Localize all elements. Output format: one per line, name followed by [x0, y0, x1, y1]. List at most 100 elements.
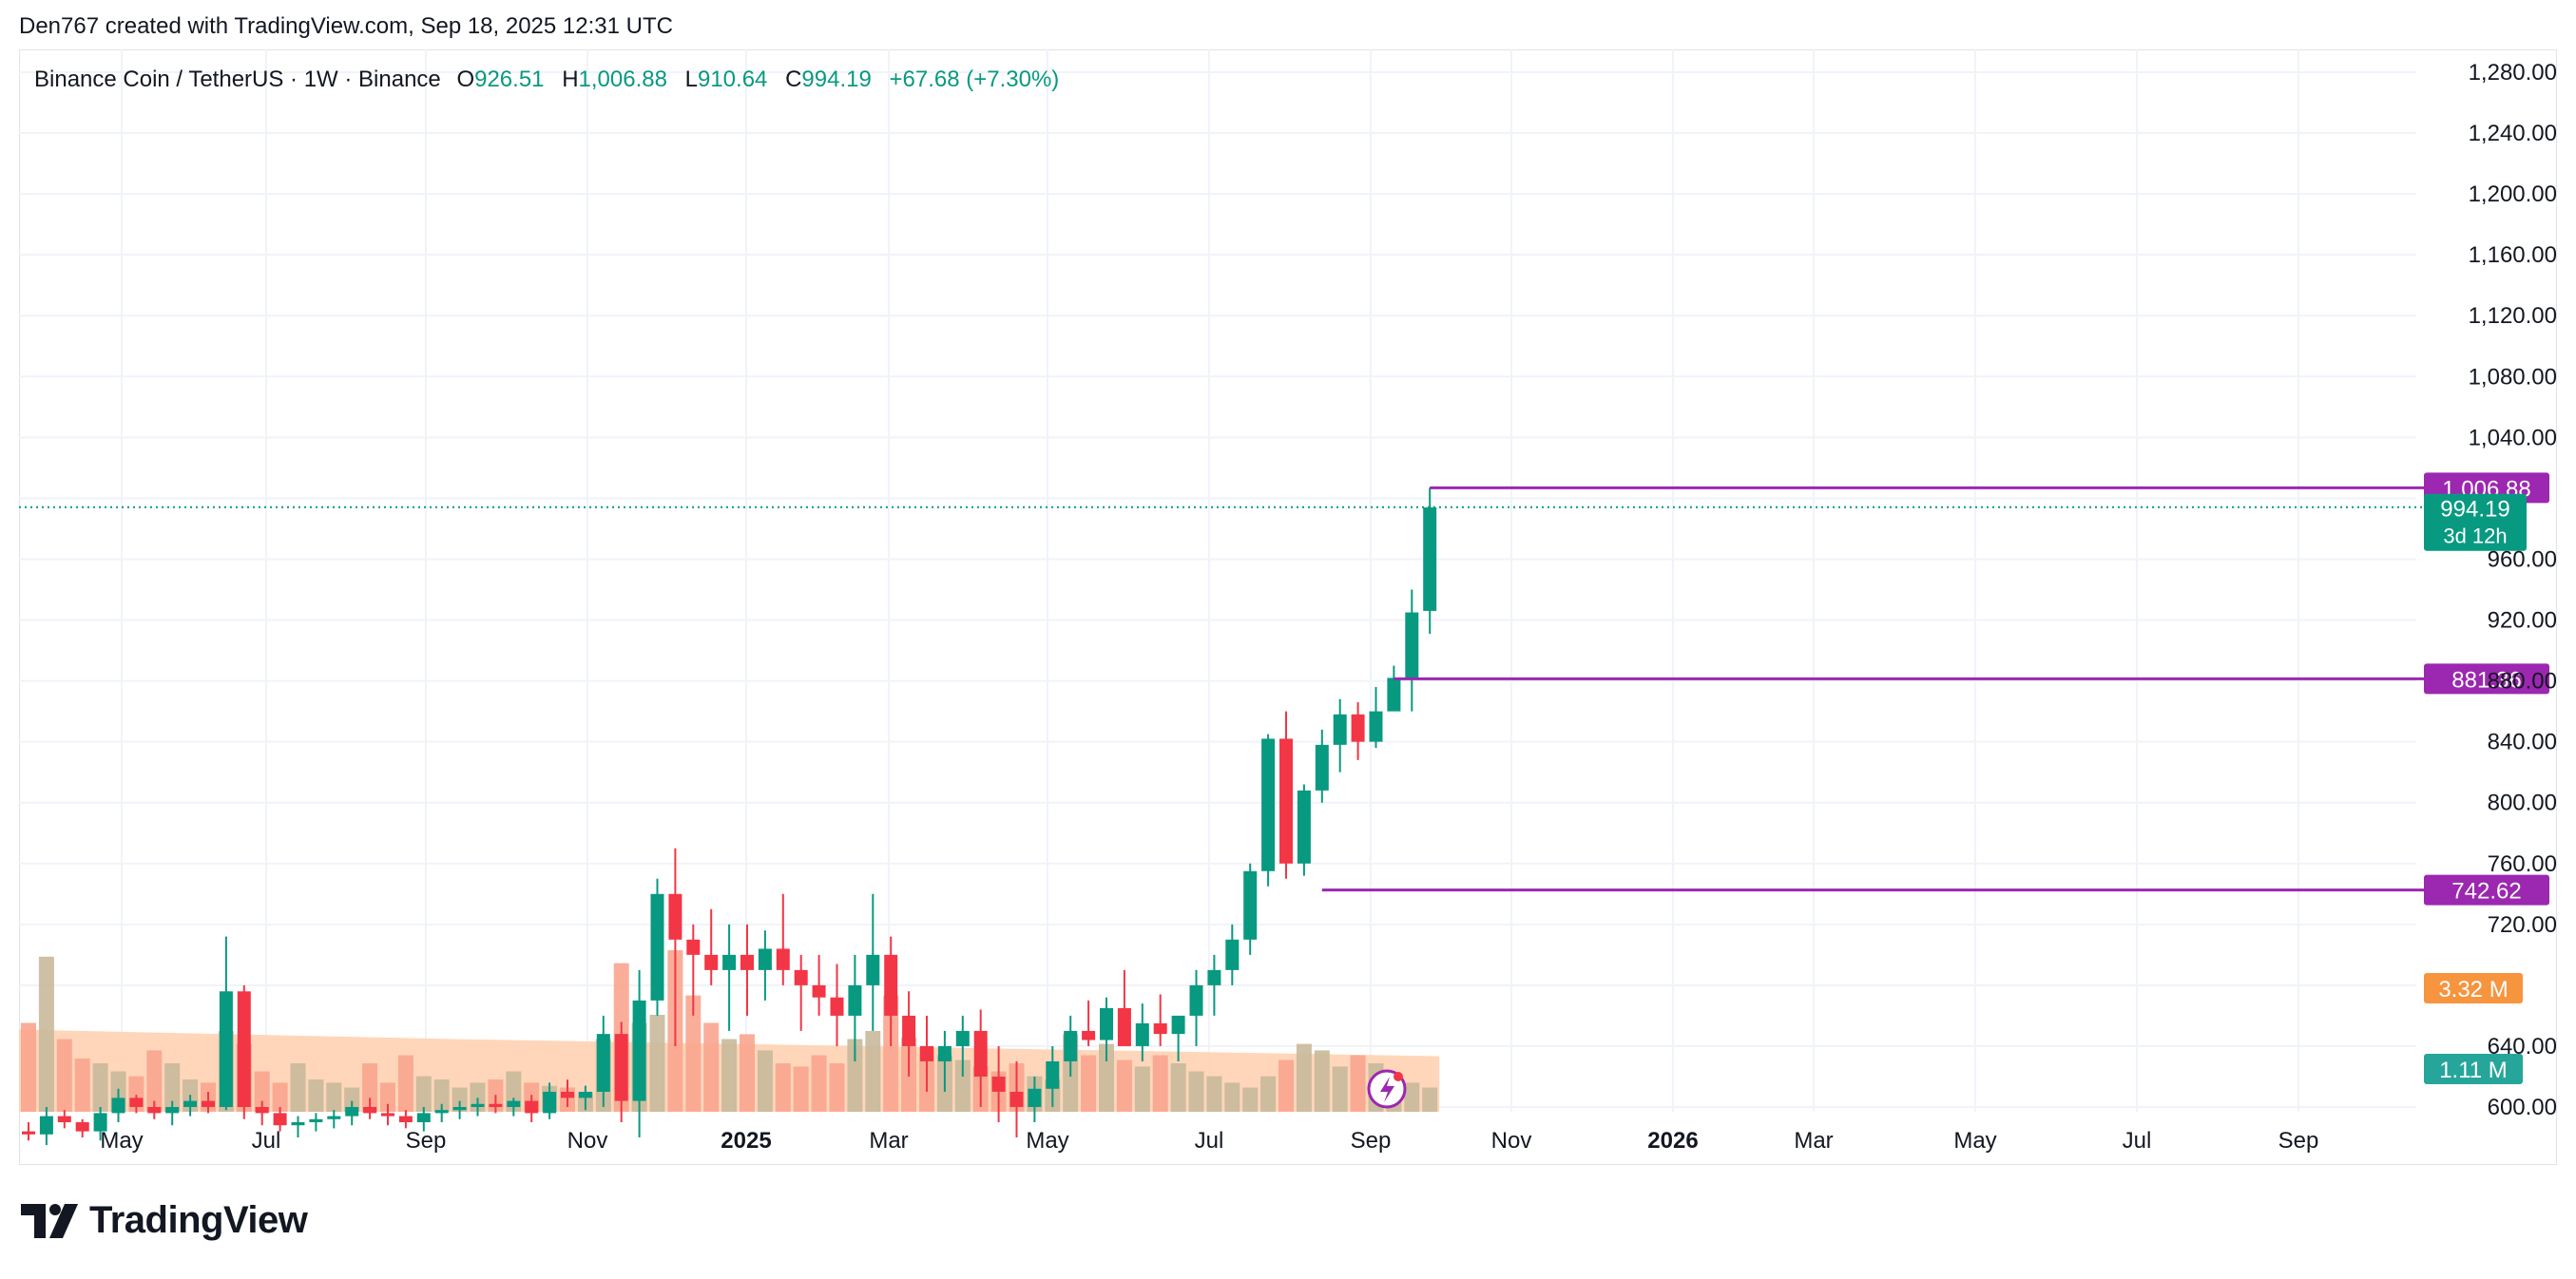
tradingview-logo[interactable]: TradingView: [21, 1199, 308, 1242]
candle-body[interactable]: [596, 1034, 610, 1092]
candle-body[interactable]: [1261, 738, 1276, 871]
candle-body[interactable]: [1028, 1088, 1042, 1107]
candle-body[interactable]: [471, 1103, 485, 1107]
x-axis-tick-label: Sep: [2278, 1128, 2319, 1154]
candle-body[interactable]: [1369, 711, 1383, 742]
candle-body[interactable]: [434, 1110, 449, 1114]
candle-body[interactable]: [327, 1116, 341, 1119]
candle-body[interactable]: [614, 1034, 628, 1101]
candle-body[interactable]: [830, 997, 844, 1016]
volume-bar: [380, 1082, 395, 1112]
candle-body[interactable]: [129, 1098, 144, 1107]
candle-body[interactable]: [1297, 790, 1311, 864]
volume-bar: [1206, 1076, 1222, 1112]
candle-body[interactable]: [1279, 738, 1293, 864]
candle-body[interactable]: [219, 991, 233, 1107]
y-axis-tick-label: 1,240.00: [2469, 121, 2557, 146]
candle-body[interactable]: [1153, 1022, 1167, 1035]
candle-body[interactable]: [416, 1113, 431, 1123]
candle-body[interactable]: [1064, 1030, 1078, 1061]
x-axis-tick-label: Mar: [1794, 1128, 1833, 1154]
candle-body[interactable]: [884, 954, 898, 1016]
candle-body[interactable]: [57, 1116, 71, 1123]
candle-body[interactable]: [920, 1045, 933, 1061]
candle-body[interactable]: [650, 893, 664, 1001]
candle-body[interactable]: [507, 1100, 521, 1107]
chart-caption: Den767 created with TradingView.com, Sep…: [19, 13, 673, 39]
candle-body[interactable]: [363, 1107, 377, 1114]
y-axis-tick-label: 920.00: [2488, 608, 2557, 634]
candle-body[interactable]: [398, 1116, 413, 1123]
candle-body[interactable]: [812, 984, 826, 998]
candle-body[interactable]: [794, 969, 808, 985]
volume-bar: [740, 1034, 755, 1112]
candle-body[interactable]: [75, 1122, 89, 1132]
candle-body[interactable]: [1082, 1030, 1096, 1040]
candle-body[interactable]: [722, 954, 737, 970]
candle-body[interactable]: [291, 1122, 305, 1126]
candle-body[interactable]: [991, 1076, 1006, 1092]
candle-body[interactable]: [39, 1116, 53, 1135]
candle-body[interactable]: [902, 1015, 916, 1046]
candle-body[interactable]: [22, 1131, 35, 1135]
candle-body[interactable]: [273, 1113, 287, 1126]
candle-body[interactable]: [776, 948, 790, 970]
candle-body[interactable]: [578, 1091, 592, 1098]
candle-body[interactable]: [1046, 1060, 1060, 1089]
y-axis-tick-label: 600.00: [2488, 1095, 2557, 1120]
candle-body[interactable]: [955, 1030, 970, 1046]
candle-body[interactable]: [165, 1107, 180, 1114]
candle-body[interactable]: [561, 1091, 574, 1098]
level-price-label: 742.62: [2451, 879, 2521, 905]
candle-body[interactable]: [1315, 744, 1329, 791]
x-axis-tick-label: Jul: [252, 1128, 281, 1154]
y-axis-tick-label: 1,200.00: [2469, 181, 2557, 207]
candle-body[interactable]: [1225, 939, 1240, 970]
candle-body[interactable]: [1189, 984, 1203, 1016]
candle-body[interactable]: [740, 954, 754, 970]
volume-bar: [1099, 1043, 1114, 1112]
candle-body[interactable]: [147, 1107, 162, 1114]
candle-body[interactable]: [237, 991, 251, 1107]
candle-body[interactable]: [1009, 1091, 1024, 1107]
candle-body[interactable]: [1243, 870, 1258, 940]
candle-body[interactable]: [1333, 714, 1347, 745]
candle-body[interactable]: [255, 1107, 269, 1114]
candle-body[interactable]: [686, 939, 701, 955]
candle-body[interactable]: [1135, 1022, 1149, 1046]
candle-body[interactable]: [1117, 1007, 1131, 1046]
candle-body[interactable]: [937, 1045, 952, 1061]
candle-body[interactable]: [848, 984, 862, 1016]
volume-tag: [2424, 973, 2523, 1003]
candle-body[interactable]: [345, 1107, 359, 1117]
volume-bar: [397, 1055, 413, 1112]
candle-body[interactable]: [525, 1100, 539, 1114]
x-axis-tick-label: May: [100, 1128, 143, 1154]
volume-bar: [344, 1087, 360, 1112]
candle-body[interactable]: [668, 893, 682, 940]
candle-body[interactable]: [1351, 714, 1365, 742]
candle-body[interactable]: [1171, 1015, 1185, 1035]
candle-body[interactable]: [543, 1091, 557, 1114]
candle-body[interactable]: [632, 1000, 646, 1101]
candle-body[interactable]: [758, 948, 772, 970]
candle-body[interactable]: [1405, 612, 1419, 678]
candle-body[interactable]: [704, 954, 719, 970]
candle-body[interactable]: [93, 1113, 107, 1132]
candle-body[interactable]: [973, 1030, 988, 1077]
candle-body[interactable]: [866, 954, 880, 985]
candle-body[interactable]: [452, 1107, 467, 1111]
candle-body[interactable]: [489, 1103, 503, 1107]
chart-frame[interactable]: [19, 49, 2557, 1165]
candle-body[interactable]: [202, 1100, 215, 1107]
candle-body[interactable]: [183, 1100, 198, 1107]
candle-body[interactable]: [309, 1118, 323, 1123]
x-axis-tick-label: May: [1026, 1128, 1068, 1154]
candle-body[interactable]: [1387, 678, 1401, 712]
candle-body[interactable]: [1207, 969, 1221, 985]
candle-body[interactable]: [1423, 507, 1437, 611]
candle-body[interactable]: [1100, 1007, 1113, 1040]
candle-body[interactable]: [381, 1113, 394, 1117]
candle-body[interactable]: [111, 1098, 125, 1114]
